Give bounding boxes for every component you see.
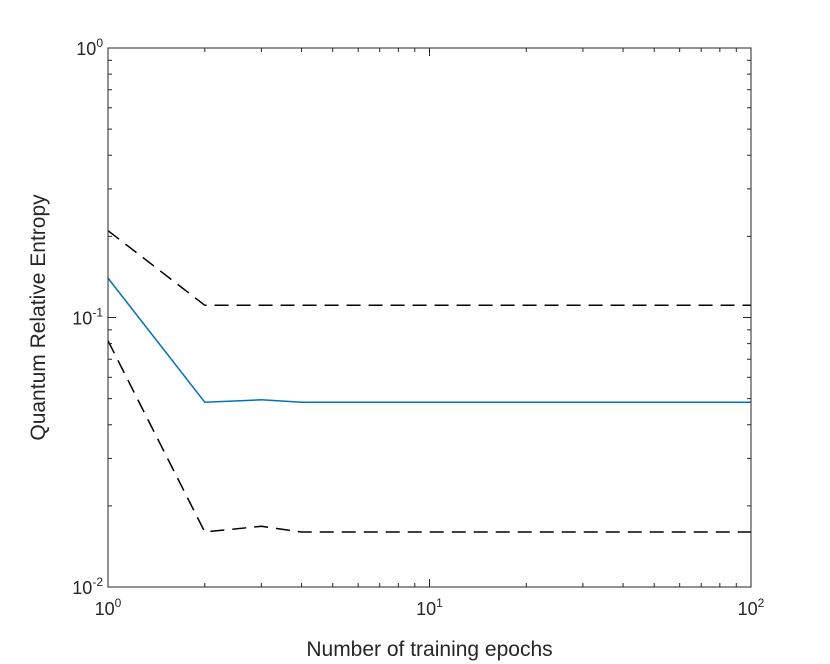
y-tick-label-1: 10-1 — [72, 306, 103, 329]
x-axis-label: Number of training epochs — [306, 638, 552, 661]
series-layer — [107, 230, 751, 533]
plot-area-box — [107, 47, 752, 588]
series-line-mean — [107, 277, 751, 403]
series-line-upper-bound — [107, 230, 751, 307]
y-tick-label-2: 100 — [76, 36, 103, 59]
y-axis-label: Quantum Relative Entropy — [27, 194, 50, 441]
y-tick-label-0: 10-2 — [72, 575, 103, 598]
labels-layer: 100 101 102 10-2 10-1 100 — [72, 36, 764, 619]
x-tick-label-1: 101 — [416, 596, 443, 619]
x-tick-label-0: 100 — [95, 596, 122, 619]
series-line-lower-bound — [107, 340, 751, 533]
x-tick-label-2: 102 — [738, 596, 765, 619]
